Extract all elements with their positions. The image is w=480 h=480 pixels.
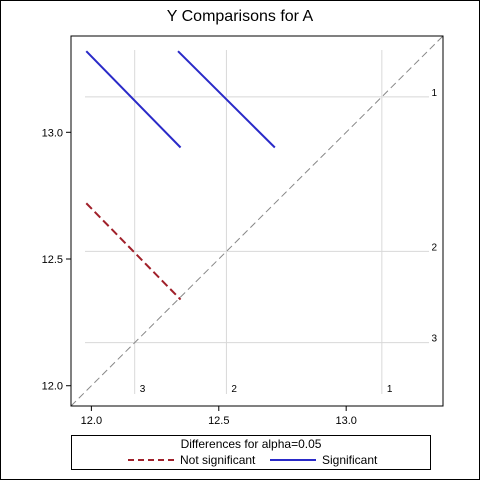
chart-title: Y Comparisons for A bbox=[166, 8, 314, 25]
legend-swatch-not-significant bbox=[128, 459, 174, 461]
level-label-bottom-3: 3 bbox=[140, 384, 146, 395]
plot-area-border bbox=[70, 35, 444, 407]
legend-title: Differences for alpha=0.05 bbox=[180, 437, 322, 451]
level-label-right-2: 2 bbox=[431, 242, 437, 253]
comparison-segment-2 bbox=[177, 50, 276, 149]
y-tick-label-0: 12.0 bbox=[42, 381, 63, 393]
legend-label-not-significant: Not significant bbox=[180, 453, 256, 467]
level-label-right-3: 3 bbox=[431, 334, 437, 345]
level-label-bottom-2: 2 bbox=[231, 384, 237, 395]
x-tick-label-2: 13.0 bbox=[335, 415, 356, 427]
y-tick-label-2: 13.0 bbox=[42, 127, 63, 139]
x-tick-label-0: 12.0 bbox=[81, 415, 102, 427]
x-tick-label-1: 12.5 bbox=[208, 415, 229, 427]
y-tick-label-1: 12.5 bbox=[42, 254, 63, 266]
level-label-right-1: 1 bbox=[431, 88, 437, 99]
comparison-segment-1 bbox=[85, 50, 182, 149]
level-label-bottom-1: 1 bbox=[387, 384, 393, 395]
comparison-segment-3 bbox=[85, 202, 182, 301]
legend-label-significant: Significant bbox=[322, 453, 378, 467]
legend-swatch-significant bbox=[270, 459, 316, 461]
legend: Differences for alpha=0.05 Not significa… bbox=[71, 435, 431, 470]
